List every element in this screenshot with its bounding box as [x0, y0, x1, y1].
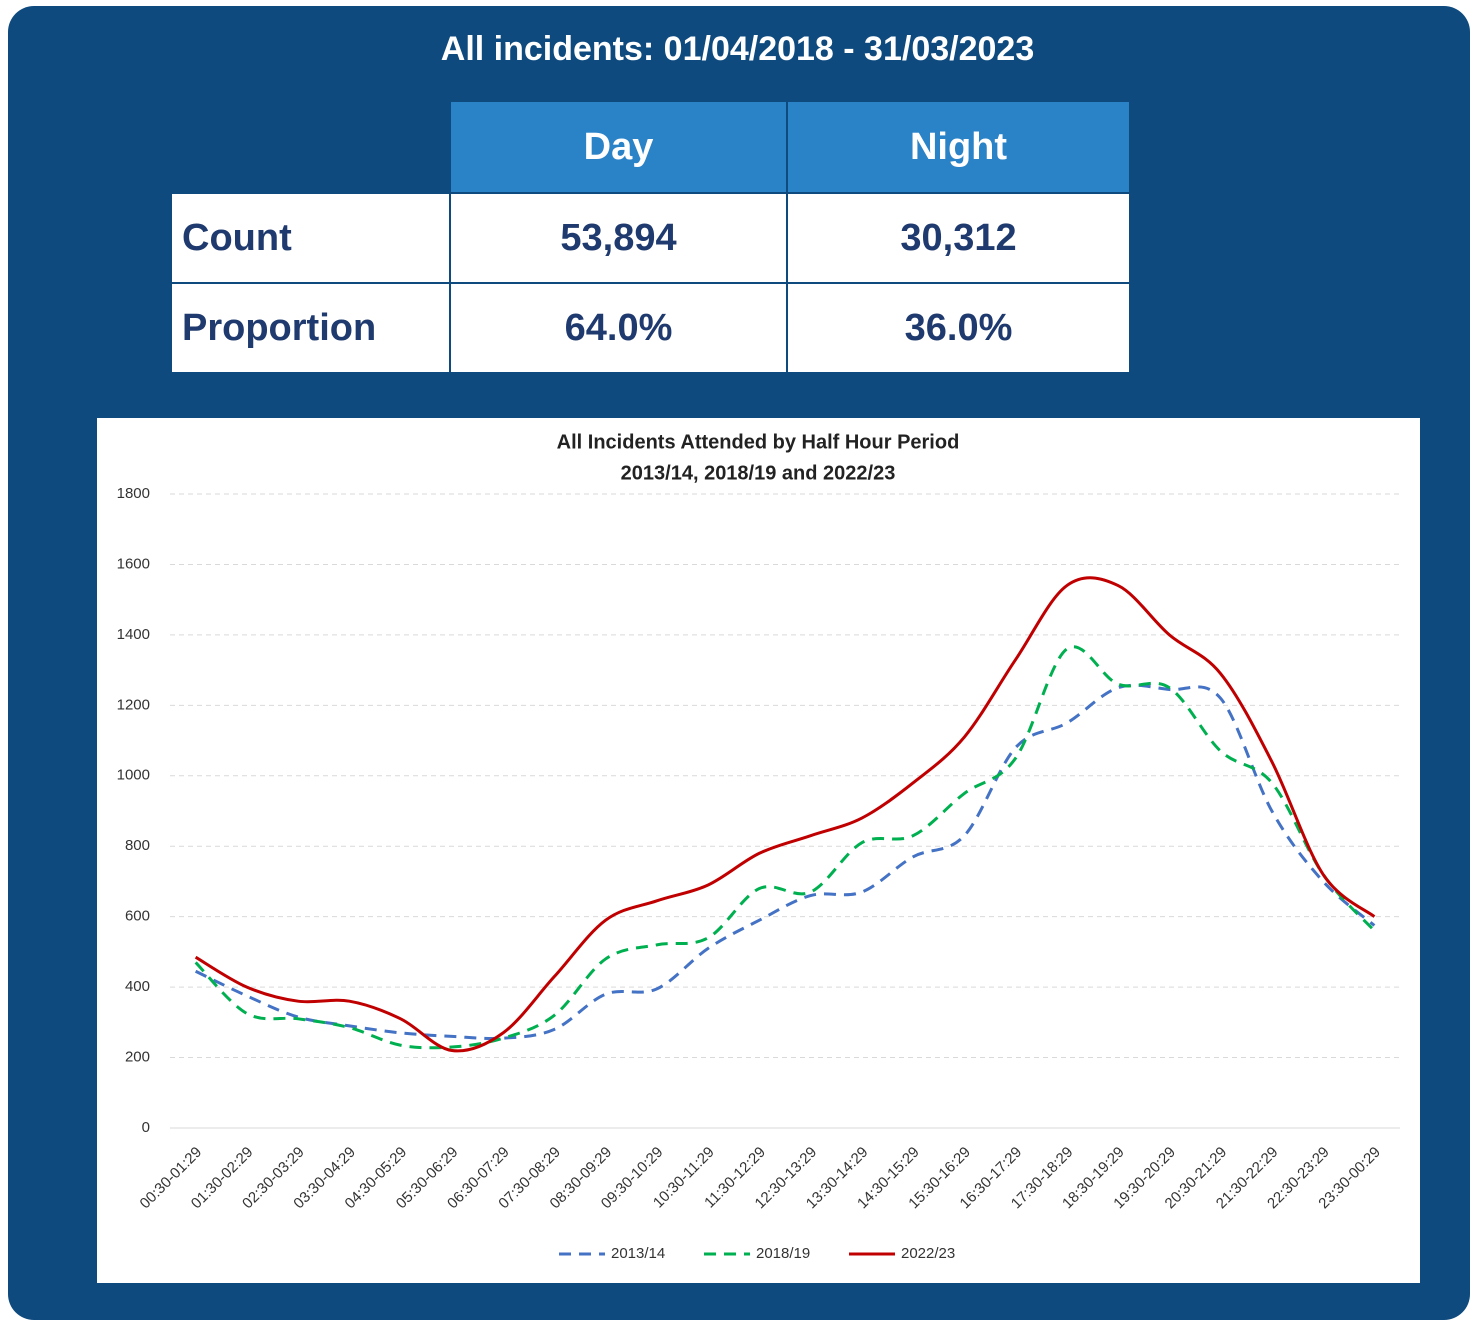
legend-label: 2018/19	[756, 1245, 810, 1262]
legend-label: 2013/14	[611, 1245, 665, 1262]
y-tick-label: 200	[125, 1049, 150, 1066]
row-label: Count	[172, 194, 449, 282]
chart-background	[97, 418, 1420, 1283]
cell: 30,312	[788, 194, 1129, 282]
column-header: Day	[451, 102, 786, 192]
row-label: Proportion	[172, 284, 449, 372]
series-line	[194, 645, 1376, 1050]
chart-title: All Incidents Attended by Half Hour Peri…	[557, 431, 960, 453]
blank-cell	[172, 102, 449, 192]
column-header: Night	[788, 102, 1129, 192]
cell: 53,894	[451, 194, 786, 282]
legend-label: 2022/23	[901, 1245, 955, 1262]
y-tick-label: 400	[125, 978, 150, 995]
y-tick-label: 1200	[117, 696, 150, 713]
y-tick-label: 1400	[117, 626, 150, 643]
summary-table: Day Night Count 53,894 30,312 Proportion…	[170, 100, 1131, 374]
cell: 36.0%	[788, 284, 1129, 372]
y-tick-label: 1000	[117, 767, 150, 784]
y-tick-label: 1800	[117, 485, 150, 502]
chart: All Incidents Attended by Half Hour Peri…	[97, 418, 1420, 1283]
y-tick-label: 800	[125, 837, 150, 854]
page-title: All incidents: 01/04/2018 - 31/03/2023	[440, 30, 1035, 68]
y-tick-label: 0	[142, 1119, 150, 1136]
series-line	[194, 683, 1376, 1041]
chart-subtitle: 2013/14, 2018/19 and 2022/23	[621, 462, 896, 484]
cell: 64.0%	[451, 284, 786, 372]
y-tick-label: 1600	[117, 555, 150, 572]
y-tick-label: 600	[125, 908, 150, 925]
series-line	[194, 576, 1376, 1053]
